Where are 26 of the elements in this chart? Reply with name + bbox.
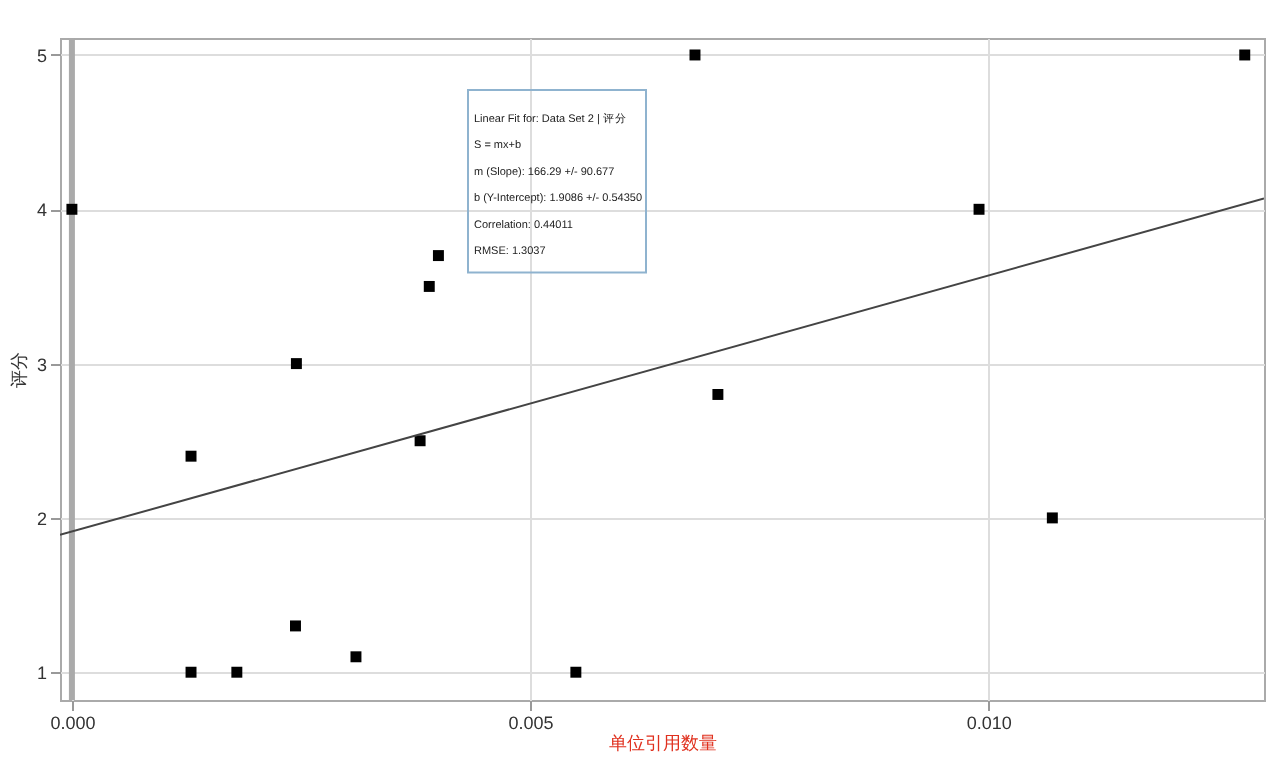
x-tick-label: 0.005 <box>508 713 554 733</box>
point <box>570 666 582 678</box>
y-axis-title: 评分 <box>8 352 29 388</box>
point <box>712 388 724 400</box>
point <box>185 450 197 462</box>
point <box>1239 49 1251 61</box>
point <box>185 666 197 678</box>
y-tick-label: 1 <box>36 663 47 684</box>
point <box>231 666 243 678</box>
point <box>66 203 78 215</box>
point <box>432 250 444 262</box>
point <box>689 49 701 61</box>
point <box>414 435 426 447</box>
y-tick-label: 3 <box>36 354 47 375</box>
x-axis-title: 单位引用数量 <box>609 733 717 753</box>
point <box>350 651 362 663</box>
point <box>290 358 302 370</box>
point <box>290 620 301 632</box>
x-tick-label: 0.010 <box>966 713 1012 733</box>
y-tick-label: 4 <box>36 200 47 221</box>
point <box>973 203 985 215</box>
point <box>1046 512 1058 524</box>
point <box>423 280 435 292</box>
y-tick-label: 2 <box>36 508 47 529</box>
y-tick-label: 5 <box>36 45 47 66</box>
x-tick-label: 0.000 <box>50 713 96 733</box>
